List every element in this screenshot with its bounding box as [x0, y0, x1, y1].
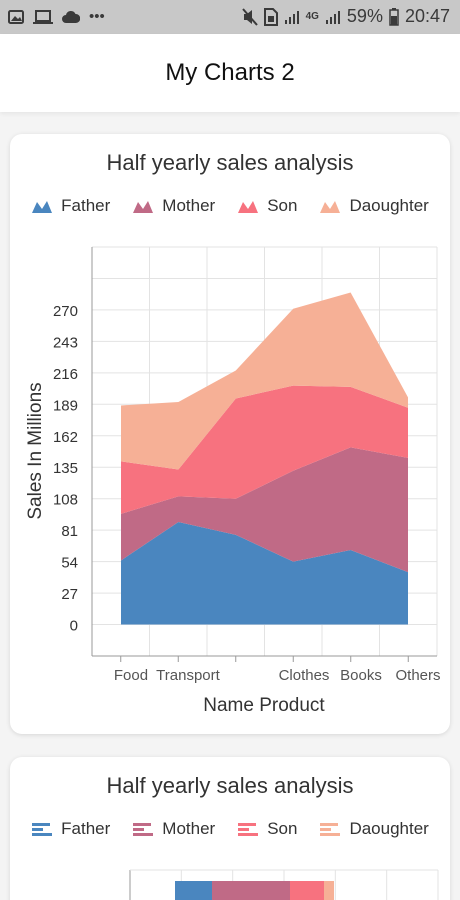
battery-percent: 59% — [346, 6, 383, 26]
status-bar-left: ••• — [8, 7, 105, 27]
legend-item-son[interactable]: Son — [237, 195, 297, 217]
y-tick-label: 270 — [53, 303, 78, 320]
sim-card-icon — [263, 7, 278, 26]
status-bar: ••• 4G 59% 20:47 — [0, 0, 460, 34]
chart-title: Half yearly sales analysis — [106, 150, 354, 175]
y-tick-label: 81 — [61, 523, 78, 540]
bar-segment-mother[interactable] — [212, 881, 290, 900]
more-dots-icon: ••• — [89, 8, 105, 25]
y-axis-title: Sales In Millions — [25, 382, 46, 519]
area-series-father[interactable] — [121, 521, 408, 625]
bar-legend-icon — [133, 823, 154, 836]
chart-legend: Father Mother Son Daoughter — [10, 818, 450, 840]
x-tick-label: Food — [114, 667, 148, 684]
legend-label: Daoughter — [349, 196, 429, 215]
y-tick-label: 216 — [53, 366, 78, 383]
app-bar: My Charts 2 — [0, 34, 460, 112]
y-tick-label: 0 — [70, 618, 78, 635]
y-tick-label: 243 — [53, 334, 78, 351]
legend-item-father[interactable]: Father — [31, 818, 110, 840]
network-type-label: 4G — [305, 10, 319, 22]
area-series-son[interactable] — [121, 385, 408, 514]
bar-chart — [129, 869, 439, 900]
page-title: My Charts 2 — [165, 59, 295, 86]
image-icon — [8, 10, 24, 24]
area-chart: 0 27 54 81 108 135 162 189 216 243 270 Food Transpor… — [25, 246, 441, 716]
x-tick-label: Books — [340, 667, 382, 684]
y-tick-label: 189 — [53, 397, 78, 414]
legend-item-daoughter[interactable]: Daoughter — [319, 818, 429, 840]
x-tick-label: Clothes — [279, 667, 330, 684]
legend-label: Mother — [162, 819, 216, 838]
bar-segment-son[interactable] — [290, 881, 324, 900]
mute-icon — [241, 7, 258, 26]
bar-chart-card: Half yearly sales analysis Father Mother S… — [10, 757, 450, 900]
bar-segment-father[interactable] — [175, 881, 212, 900]
signal-icon — [284, 10, 299, 24]
area-series-daoughter[interactable] — [121, 292, 408, 470]
bar-legend-icon — [320, 823, 341, 836]
4g-signal-icon — [325, 10, 340, 24]
area-chart-card: Half yearly sales analysis Father Mother S… — [10, 134, 450, 734]
status-bar-right: 4G 59% 20:47 — [241, 6, 450, 27]
legend-item-father[interactable]: Father — [31, 195, 110, 217]
legend-label: Mother — [162, 196, 216, 215]
area-legend-icon — [32, 201, 53, 213]
chart-legend: Father Mother Son Daoughter — [10, 195, 450, 217]
y-tick-label: 108 — [53, 492, 78, 509]
clock: 20:47 — [404, 6, 450, 26]
y-tick-label: 54 — [61, 555, 78, 572]
legend-item-mother[interactable]: Mother — [132, 195, 215, 217]
legend-item-daoughter[interactable]: Daoughter — [319, 195, 429, 217]
x-tick-label: Others — [395, 667, 440, 684]
chart-title: Half yearly sales analysis — [106, 773, 354, 798]
legend-label: Son — [267, 819, 298, 838]
x-tick-label: Transport — [156, 667, 220, 684]
bar-legend-icon — [238, 823, 259, 836]
area-series-group — [121, 292, 408, 625]
y-tick-label: 162 — [53, 429, 78, 446]
laptop-icon — [33, 10, 53, 24]
battery-icon — [389, 7, 399, 26]
area-legend-icon — [238, 201, 259, 213]
cloud-icon — [62, 10, 80, 23]
legend-label: Father — [61, 819, 111, 838]
legend-item-mother[interactable]: Mother — [132, 818, 215, 840]
bar-legend-icon — [32, 823, 53, 836]
legend-label: Daoughter — [349, 819, 429, 838]
y-tick-label: 27 — [61, 586, 78, 603]
area-legend-icon — [320, 201, 341, 213]
legend-label: Son — [267, 196, 298, 215]
x-axis-title: Name Product — [203, 695, 325, 716]
bar-segment-daoughter[interactable] — [324, 881, 334, 900]
legend-item-son[interactable]: Son — [237, 818, 297, 840]
y-tick-label: 135 — [53, 460, 78, 477]
area-legend-icon — [133, 201, 154, 213]
area-series-mother[interactable] — [121, 447, 408, 573]
legend-label: Father — [61, 196, 111, 215]
